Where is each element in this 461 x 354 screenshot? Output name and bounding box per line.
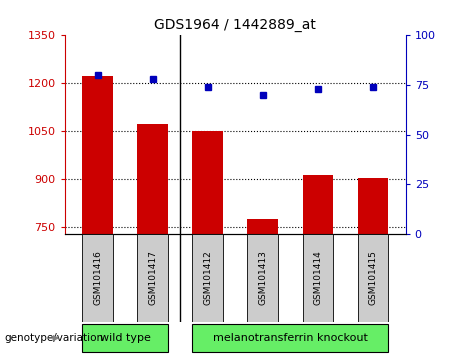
- Text: GSM101414: GSM101414: [313, 251, 322, 305]
- Text: genotype/variation: genotype/variation: [5, 333, 104, 343]
- Bar: [358, 234, 388, 322]
- Bar: [248, 219, 278, 234]
- Bar: [302, 176, 333, 234]
- Bar: [193, 131, 223, 234]
- Bar: [358, 178, 388, 234]
- Bar: [248, 234, 278, 322]
- Bar: [193, 234, 223, 322]
- Bar: [193, 324, 388, 353]
- Text: melanotransferrin knockout: melanotransferrin knockout: [213, 333, 367, 343]
- Text: GSM101415: GSM101415: [368, 250, 377, 306]
- Bar: [137, 234, 168, 322]
- Title: GDS1964 / 1442889_at: GDS1964 / 1442889_at: [154, 18, 316, 32]
- Text: GSM101417: GSM101417: [148, 250, 157, 306]
- Text: GSM101416: GSM101416: [93, 250, 102, 306]
- Text: GSM101413: GSM101413: [258, 250, 267, 306]
- Bar: [302, 234, 333, 322]
- Bar: [83, 324, 168, 353]
- Bar: [83, 76, 112, 234]
- Text: GSM101412: GSM101412: [203, 251, 212, 305]
- Bar: [83, 234, 112, 322]
- Bar: [137, 124, 168, 234]
- Text: wild type: wild type: [100, 333, 150, 343]
